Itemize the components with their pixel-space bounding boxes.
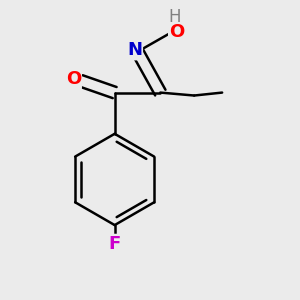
Text: O: O xyxy=(66,70,81,88)
Text: F: F xyxy=(109,235,121,253)
Text: N: N xyxy=(127,41,142,59)
Text: O: O xyxy=(169,23,184,41)
Text: H: H xyxy=(168,8,181,26)
